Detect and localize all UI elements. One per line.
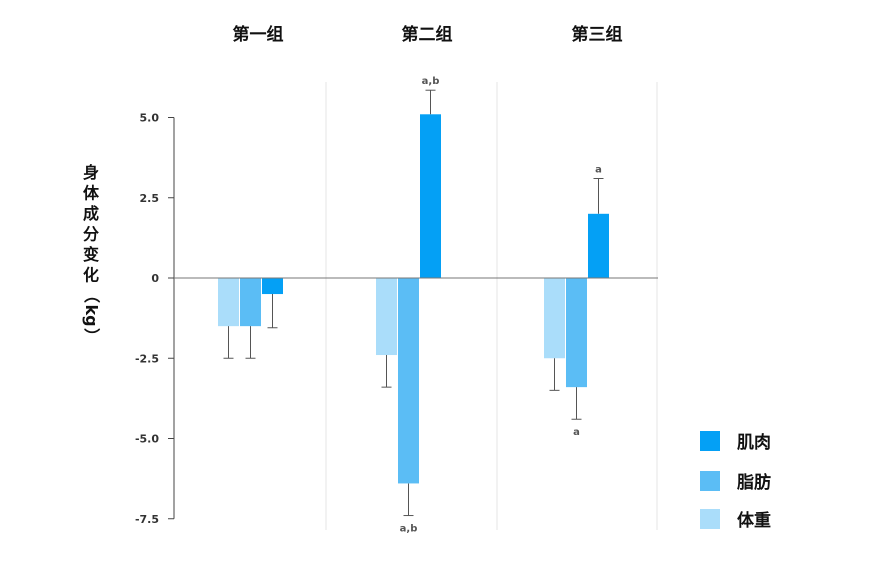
legend-label-2: 脂肪 [737, 472, 771, 493]
legend-label-1: 肌肉 [737, 432, 771, 453]
bar-2-3 [420, 114, 441, 278]
y-label-char: 变 [83, 245, 99, 264]
bar-2-1 [376, 278, 397, 356]
legend-swatch-3 [700, 509, 720, 529]
bar-3-1 [544, 278, 565, 359]
y-label-char: （ [82, 287, 101, 303]
group-title-3: 第三组 [572, 24, 623, 45]
y-tick-label: 2.5 [140, 192, 160, 205]
y-label-char: 体 [83, 184, 100, 203]
y-tick-label: -2.5 [135, 352, 159, 365]
significance-label: a [595, 164, 602, 175]
y-tick-label: -5.0 [135, 433, 159, 446]
bar-2-2 [398, 278, 419, 484]
legend-label-3: 体重 [737, 510, 771, 531]
legend-swatch-2 [700, 471, 720, 491]
y-tick-label: -7.5 [135, 513, 159, 526]
y-tick-label: 5.0 [140, 112, 160, 125]
significance-label: a,b [400, 524, 418, 535]
significance-label: a,b [422, 76, 440, 87]
y-label-char: 成 [83, 204, 99, 223]
significance-label: a [573, 427, 580, 438]
bars: a,b a,b a a [218, 76, 609, 535]
legend-swatch-1 [700, 431, 720, 451]
bar-1-1 [218, 278, 239, 327]
y-tick-label: 0 [151, 272, 159, 285]
y-label-char: 分 [83, 225, 99, 244]
bar-1-3 [262, 278, 283, 295]
group-title-1: 第一组 [233, 24, 284, 45]
bar-1-2 [240, 278, 261, 327]
group-separators [325, 82, 658, 530]
y-label-char: 化 [83, 266, 99, 285]
y-label-char: ） [82, 328, 101, 344]
group-titles: 第一组 第二组 第三组 [233, 24, 623, 45]
bar-3-3 [588, 213, 609, 278]
group-title-2: 第二组 [402, 24, 453, 45]
bar-3-2 [566, 278, 587, 388]
y-label-char: kg [82, 304, 101, 326]
y-axis: 5.0 2.5 0 -2.5 -5.0 -7.5 [135, 112, 175, 526]
y-label-char: 身 [83, 163, 99, 182]
